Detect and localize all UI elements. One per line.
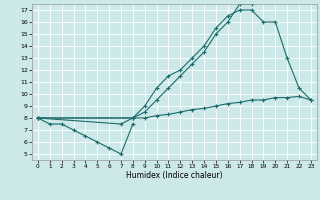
X-axis label: Humidex (Indice chaleur): Humidex (Indice chaleur) [126,171,223,180]
